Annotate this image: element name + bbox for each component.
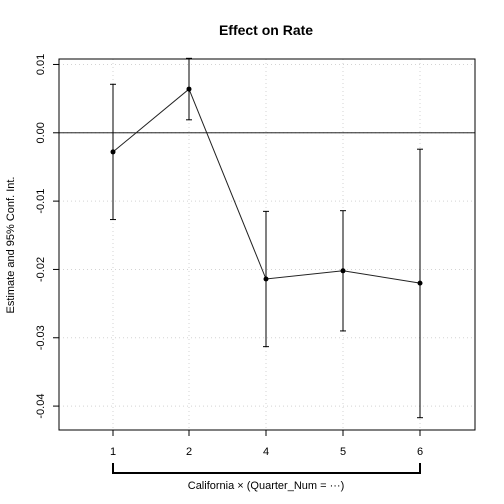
x-tick-label: 1 [110, 446, 116, 458]
point-6 [417, 280, 423, 286]
grid-lines [59, 59, 475, 430]
y-tick-label: -0.04 [35, 394, 47, 419]
y-tick-label: -0.02 [35, 257, 47, 282]
x-tick-label: 4 [263, 446, 269, 458]
point-1 [110, 149, 116, 155]
point-2 [186, 86, 192, 92]
y-axis: 0.01 0.00 -0.01 -0.02 -0.03 -0.04 [35, 54, 59, 419]
x-axis-label: California × (Quarter_Num = ···) [188, 480, 345, 492]
y-tick-label: -0.03 [35, 325, 47, 350]
y-axis-label: Estimate and 95% Conf. Int. [5, 177, 17, 314]
y-tick-label: 0.01 [35, 54, 47, 75]
plot-frame [58, 58, 476, 431]
point-4 [263, 276, 269, 282]
y-tick-label: 0.00 [35, 122, 47, 143]
x-tick-label: 5 [340, 446, 346, 458]
chart-title: Effect on Rate [219, 22, 313, 38]
x-tick-label: 6 [417, 446, 423, 458]
x-tick-label: 2 [186, 446, 192, 458]
x-axis: 1 2 4 5 6 [110, 430, 423, 458]
y-tick-label: -0.01 [35, 189, 47, 214]
x-axis-bracket [112, 463, 421, 474]
estimate-points [110, 86, 423, 286]
point-5 [340, 268, 346, 274]
